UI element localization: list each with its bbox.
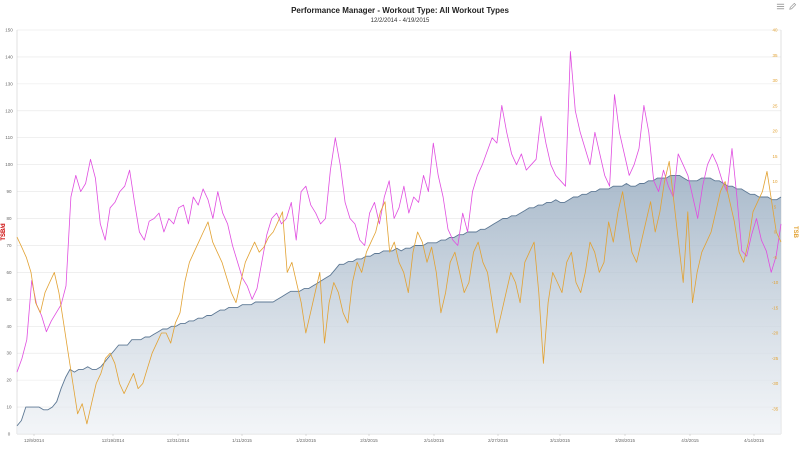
left-tick-label: 130 [5, 81, 13, 86]
x-tick-label: 3/13/2015 [550, 438, 571, 443]
right-tick-label: 15 [772, 154, 778, 159]
left-tick-label: 40 [6, 324, 12, 329]
right-axis-title: TSB [792, 226, 798, 239]
axis-labels: TSB/d TSB [1, 223, 798, 241]
right-tick-label: 5 [774, 204, 777, 209]
x-tick-label: 12/9/2014 [24, 438, 45, 443]
chart-title: Performance Manager - Workout Type: All … [291, 6, 509, 15]
left-tick-label: 140 [5, 54, 13, 59]
right-tick-label: 25 [772, 103, 778, 108]
left-axis-title: TSB/d [1, 223, 7, 241]
right-tick-label: 20 [772, 129, 778, 134]
left-tick-label: 90 [6, 189, 12, 194]
x-tick-label: 2/14/2015 [424, 438, 445, 443]
x-tick-label: 12/31/2014 [167, 438, 190, 443]
right-tick-label: -5 [773, 255, 777, 260]
right-tick-label: 0 [774, 230, 777, 235]
left-tick-label: 20 [6, 378, 12, 383]
x-tick-label: 2/3/2015 [360, 438, 378, 443]
series-1-line [16, 51, 782, 373]
right-axis: -35 -30 -25 -20 -15 -10 -5 0 5 10 15 20 25 30 35 40 [772, 28, 779, 412]
left-axis: 0 10 20 30 40 50 60 70 80 90 100 110 120 130 140 150 [5, 28, 13, 437]
series-layer [16, 51, 782, 434]
pencil-icon[interactable] [788, 2, 797, 11]
left-tick-label: 10 [6, 405, 12, 410]
right-tick-label: -10 [772, 280, 779, 285]
left-tick-label: 0 [8, 432, 11, 437]
x-axis: 12/9/2014 12/19/2014 12/31/2014 1/11/2015 1/… [24, 434, 765, 443]
x-tick-label: 12/19/2014 [102, 438, 125, 443]
right-tick-label: -20 [772, 331, 779, 336]
right-tick-label: 35 [772, 53, 778, 58]
right-tick-label: 40 [772, 28, 778, 33]
right-tick-label: -15 [772, 305, 779, 310]
left-tick-label: 110 [5, 135, 13, 140]
left-tick-label: 120 [5, 108, 13, 113]
left-tick-label: 80 [6, 216, 12, 221]
right-tick-label: -25 [772, 356, 779, 361]
left-tick-label: 50 [6, 297, 12, 302]
series-2-line [16, 160, 782, 425]
x-tick-label: 4/3/2015 [681, 438, 699, 443]
right-tick-label: -30 [772, 381, 779, 386]
left-tick-label: 30 [6, 351, 12, 356]
right-tick-label: 30 [772, 78, 778, 83]
right-tick-label: 10 [772, 179, 778, 184]
left-tick-label: 100 [5, 162, 13, 167]
x-tick-label: 1/11/2015 [232, 438, 252, 443]
left-tick-label: 70 [6, 243, 12, 248]
x-tick-label: 2/27/2015 [488, 438, 509, 443]
left-tick-label: 150 [5, 28, 13, 33]
chart-subtitle: 12/2/2014 - 4/19/2015 [370, 18, 430, 24]
right-tick-label: -35 [772, 406, 779, 411]
x-tick-label: 4/14/2015 [744, 438, 765, 443]
series-0-area [17, 175, 781, 434]
x-tick-label: 1/23/2015 [296, 438, 317, 443]
menu-icon[interactable] [776, 2, 785, 11]
left-tick-label: 60 [6, 270, 12, 275]
x-tick-label: 3/28/2015 [615, 438, 636, 443]
